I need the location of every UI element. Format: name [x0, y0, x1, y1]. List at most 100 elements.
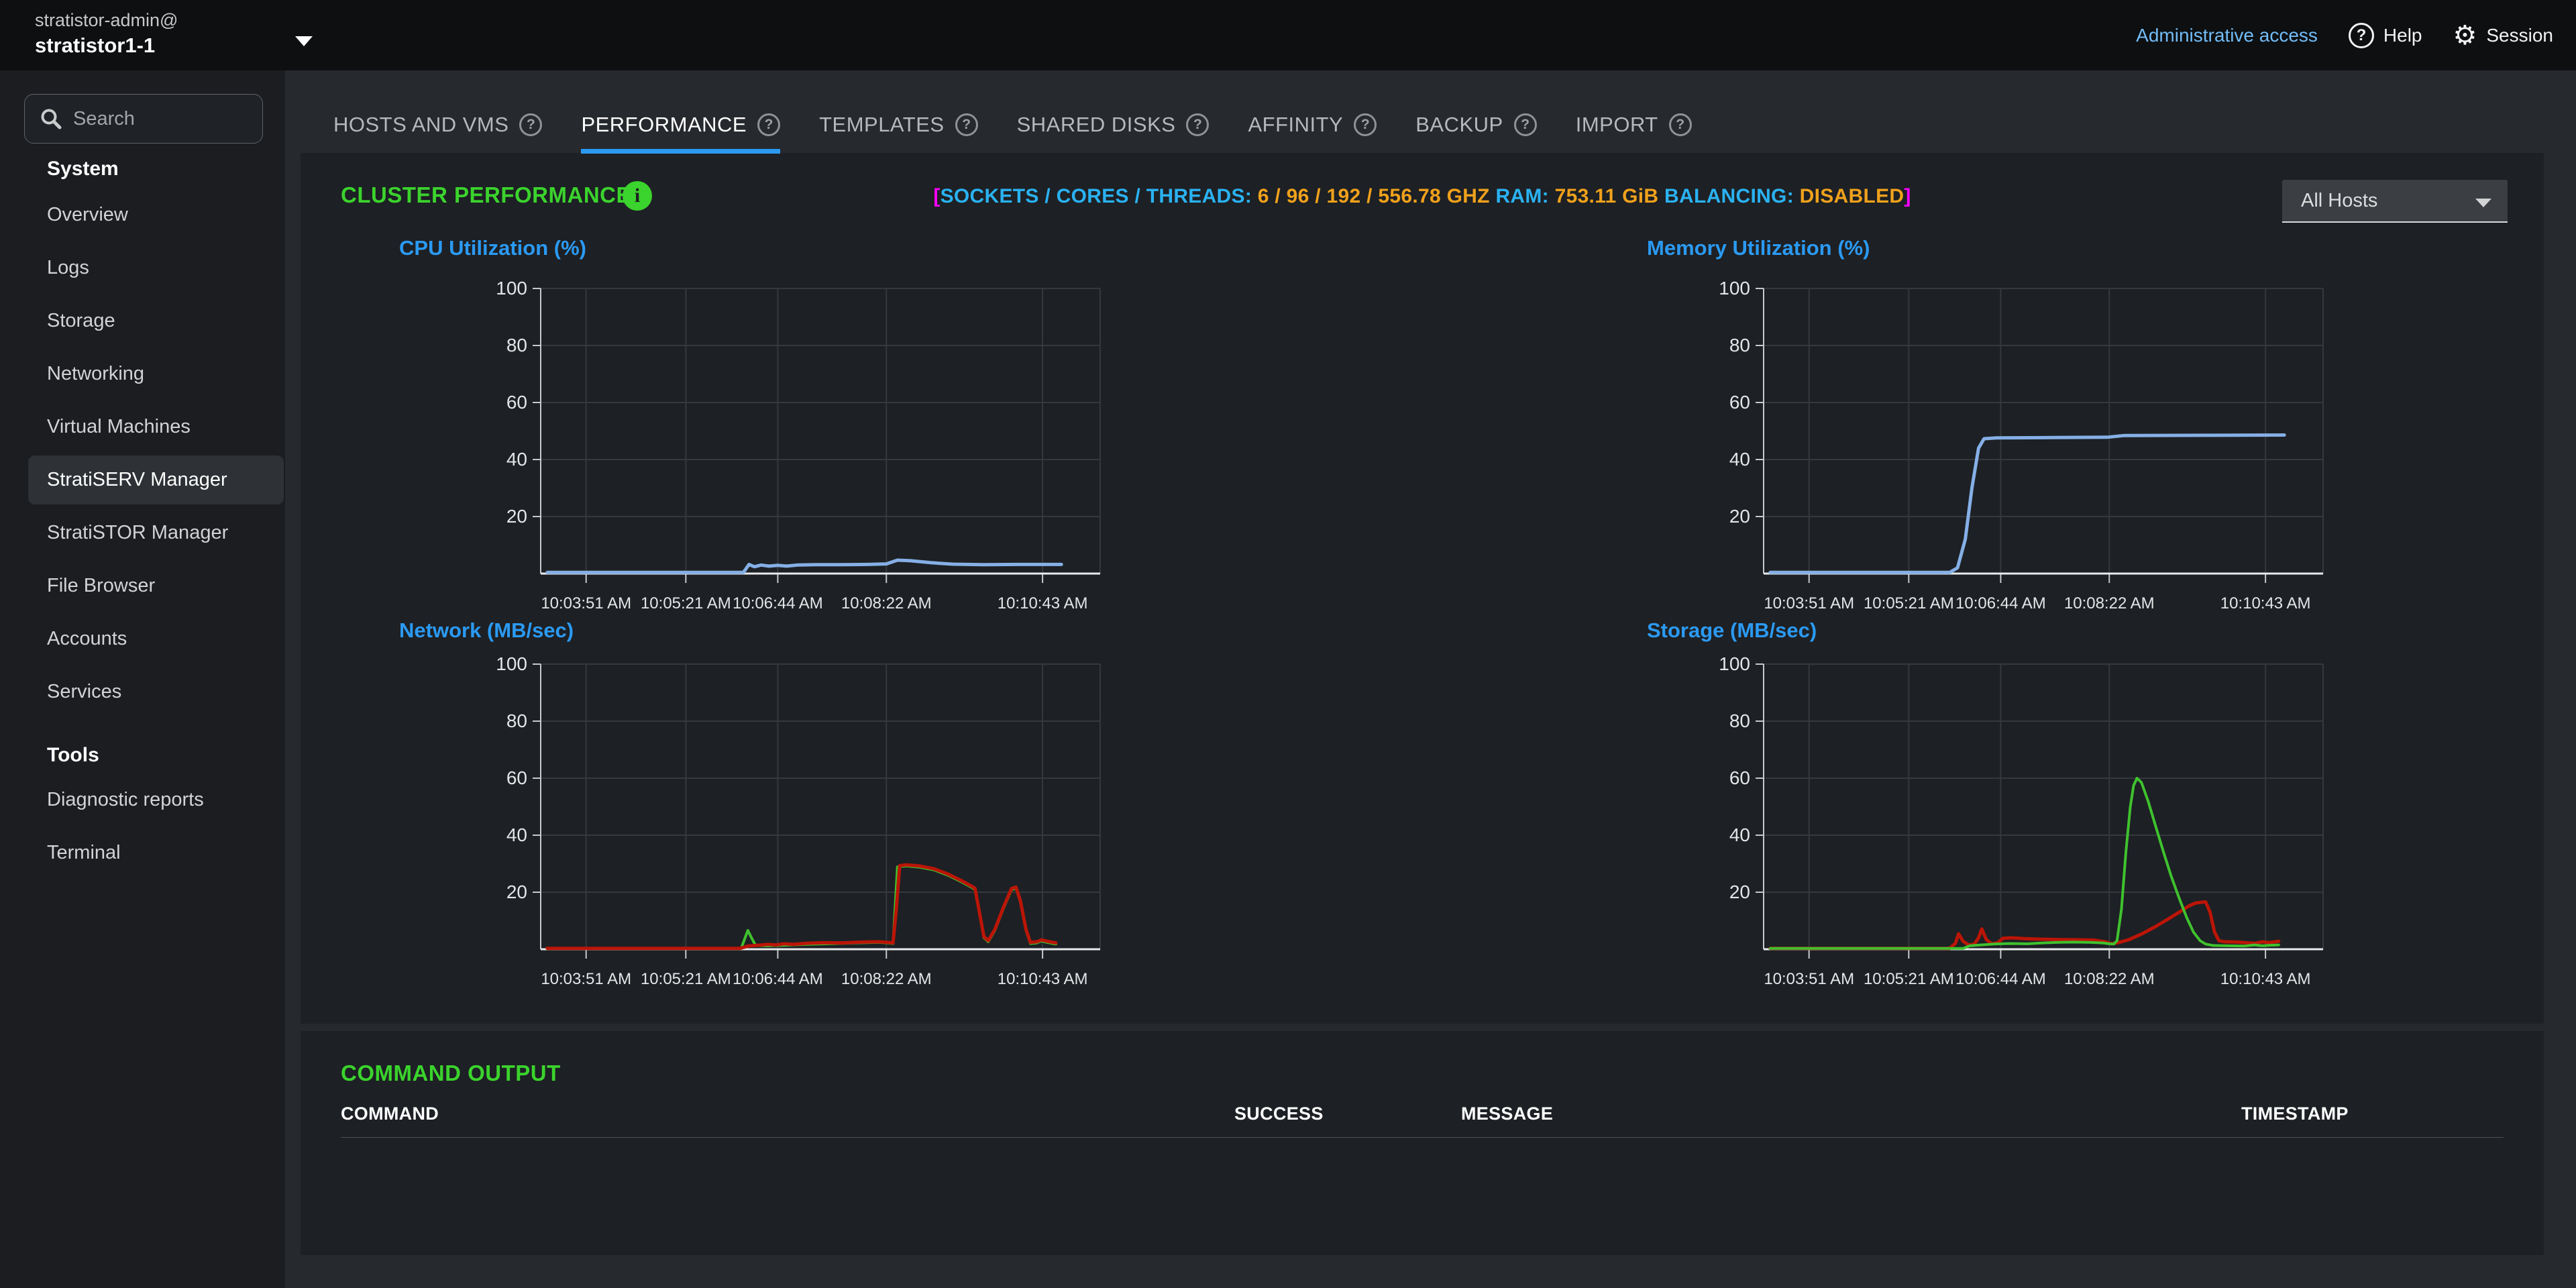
sidebar-item-label: File Browser: [47, 575, 155, 597]
tab-hosts-and-vms[interactable]: HOSTS AND VMS?: [333, 113, 542, 154]
sidebar-item-stratistor-manager[interactable]: StratiSTOR Manager: [0, 506, 285, 559]
storage-chart: 2040608010010:03:51 AM10:05:21 AM10:06:4…: [1676, 651, 2357, 1000]
question-circle-icon[interactable]: ?: [757, 113, 780, 136]
svg-text:10:10:43 AM: 10:10:43 AM: [998, 970, 1088, 988]
stat-segment-label: SOCKETS / CORES / THREADS:: [941, 185, 1258, 207]
tab-shared-disks[interactable]: SHARED DISKS?: [1017, 113, 1210, 154]
svg-text:100: 100: [496, 278, 527, 299]
svg-text:60: 60: [506, 767, 527, 788]
column-header-command: COMMAND: [341, 1104, 439, 1124]
question-circle-icon[interactable]: ?: [1669, 113, 1692, 136]
sidebar-item-networking[interactable]: Networking: [0, 347, 285, 400]
sidebar-item-storage[interactable]: Storage: [0, 294, 285, 347]
sidebar-item-services[interactable]: Services: [0, 665, 285, 718]
sidebar-item-file-browser[interactable]: File Browser: [0, 559, 285, 612]
sidebar-item-virtual-machines[interactable]: Virtual Machines: [0, 400, 285, 453]
sidebar-item-label: Logs: [47, 257, 89, 279]
svg-text:100: 100: [1719, 653, 1750, 674]
tab-label: BACKUP: [1415, 113, 1503, 137]
storage-chart-title: Storage (MB/sec): [1647, 619, 1817, 643]
sidebar-item-accounts[interactable]: Accounts: [0, 612, 285, 665]
svg-text:10:05:21 AM: 10:05:21 AM: [641, 970, 731, 988]
command-output-title: COMMAND OUTPUT: [341, 1061, 561, 1086]
svg-text:10:06:44 AM: 10:06:44 AM: [1955, 594, 2046, 612]
svg-text:10:08:22 AM: 10:08:22 AM: [2064, 970, 2155, 988]
svg-text:10:08:22 AM: 10:08:22 AM: [2064, 594, 2155, 612]
sidebar-item-stratiserv-manager[interactable]: StratiSERV Manager: [0, 453, 285, 506]
svg-text:10:05:21 AM: 10:05:21 AM: [1864, 594, 1954, 612]
svg-text:40: 40: [1729, 449, 1750, 470]
chevron-down-icon: [2475, 199, 2491, 207]
question-circle-icon[interactable]: ?: [1354, 113, 1377, 136]
sidebar-item-terminal[interactable]: Terminal: [0, 826, 285, 879]
question-circle-icon[interactable]: ?: [519, 113, 542, 136]
svg-text:20: 20: [506, 506, 527, 527]
stat-segment-value: DISABLED: [1800, 185, 1904, 207]
network-tx-line: [547, 865, 1056, 949]
nav-section-system: System: [47, 158, 119, 180]
svg-text:10:08:22 AM: 10:08:22 AM: [841, 970, 932, 988]
svg-text:80: 80: [1729, 335, 1750, 356]
svg-text:100: 100: [1719, 278, 1750, 299]
svg-text:60: 60: [1729, 392, 1750, 413]
cpu-chart: 2040608010010:03:51 AM10:05:21 AM10:06:4…: [453, 275, 1134, 624]
svg-text:40: 40: [1729, 824, 1750, 845]
sidebar-item-label: StratiSERV Manager: [47, 469, 227, 491]
user-menu[interactable]: stratistor-admin@ stratistor1-1: [35, 8, 178, 59]
question-circle-icon[interactable]: ?: [1186, 113, 1209, 136]
host-filter-select[interactable]: All Hosts: [2282, 180, 2508, 223]
search-input[interactable]: [73, 108, 250, 130]
svg-text:80: 80: [506, 710, 527, 731]
sidebar-item-logs[interactable]: Logs: [0, 241, 285, 294]
sidebar-item-label: Storage: [47, 310, 115, 332]
svg-text:10:10:43 AM: 10:10:43 AM: [998, 594, 1088, 612]
sidebar-item-label: Accounts: [47, 628, 127, 650]
host-filter-value: All Hosts: [2301, 190, 2377, 212]
administrative-access-link[interactable]: Administrative access: [2136, 25, 2318, 46]
svg-text:40: 40: [506, 824, 527, 845]
memory-chart: 2040608010010:03:51 AM10:05:21 AM10:06:4…: [1676, 275, 2357, 624]
sidebar-item-label: Overview: [47, 204, 128, 226]
help-icon: ?: [2349, 23, 2374, 48]
tab-label: PERFORMANCE: [581, 113, 747, 137]
svg-text:20: 20: [1729, 506, 1750, 527]
svg-text:10:03:51 AM: 10:03:51 AM: [541, 594, 631, 612]
storage-read-line: [1770, 778, 2279, 949]
host-name: stratistor1-1: [35, 32, 178, 59]
topbar-actions: Administrative access ? Help ⚙ Session: [2136, 0, 2553, 70]
sidebar-item-label: Services: [47, 681, 121, 703]
session-menu[interactable]: ⚙ Session: [2453, 22, 2553, 49]
svg-text:10:08:22 AM: 10:08:22 AM: [841, 594, 932, 612]
app-root: stratistor-admin@ stratistor1-1 Administ…: [0, 0, 2576, 1288]
stat-segment-value: 753.11 GiB: [1555, 185, 1659, 207]
svg-text:10:03:51 AM: 10:03:51 AM: [541, 970, 631, 988]
svg-text:100: 100: [496, 653, 527, 674]
nav-list-tools: Diagnostic reportsTerminal: [0, 773, 285, 879]
tab-label: SHARED DISKS: [1017, 113, 1176, 137]
help-menu[interactable]: ? Help: [2349, 23, 2422, 48]
network-chart: 2040608010010:03:51 AM10:05:21 AM10:06:4…: [453, 651, 1134, 1000]
stat-segment-bracket: [: [933, 185, 940, 207]
sidebar: System Overview Logs Storage NetworkingVirtu…: [0, 70, 285, 1288]
nav-section-tools: Tools: [47, 744, 99, 767]
search-icon: [40, 107, 62, 130]
question-circle-icon[interactable]: ?: [955, 113, 978, 136]
sidebar-item-label: StratiSTOR Manager: [47, 522, 228, 544]
tab-import[interactable]: IMPORT?: [1576, 113, 1692, 154]
tab-performance[interactable]: PERFORMANCE?: [581, 113, 780, 154]
svg-text:60: 60: [1729, 767, 1750, 788]
user-name: stratistor-admin@: [35, 8, 178, 32]
gear-icon: ⚙: [2453, 22, 2477, 49]
question-circle-icon[interactable]: ?: [1514, 113, 1537, 136]
sidebar-item-diagnostic-reports[interactable]: Diagnostic reports: [0, 773, 285, 826]
svg-text:10:05:21 AM: 10:05:21 AM: [1864, 970, 1954, 988]
column-header-message: MESSAGE: [1461, 1104, 1553, 1124]
search-box[interactable]: [24, 94, 263, 144]
tab-templates[interactable]: TEMPLATES?: [819, 113, 978, 154]
nav-list-system: Overview Logs Storage NetworkingVirtual Mac…: [0, 189, 285, 718]
cluster-performance-card: CLUSTER PERFORMANCE i [SOCKETS / CORES /…: [301, 153, 2544, 1024]
tab-label: HOSTS AND VMS: [333, 113, 508, 137]
sidebar-item-overview[interactable]: Overview: [0, 189, 285, 241]
tab-affinity[interactable]: AFFINITY?: [1248, 113, 1377, 154]
tab-backup[interactable]: BACKUP?: [1415, 113, 1536, 154]
